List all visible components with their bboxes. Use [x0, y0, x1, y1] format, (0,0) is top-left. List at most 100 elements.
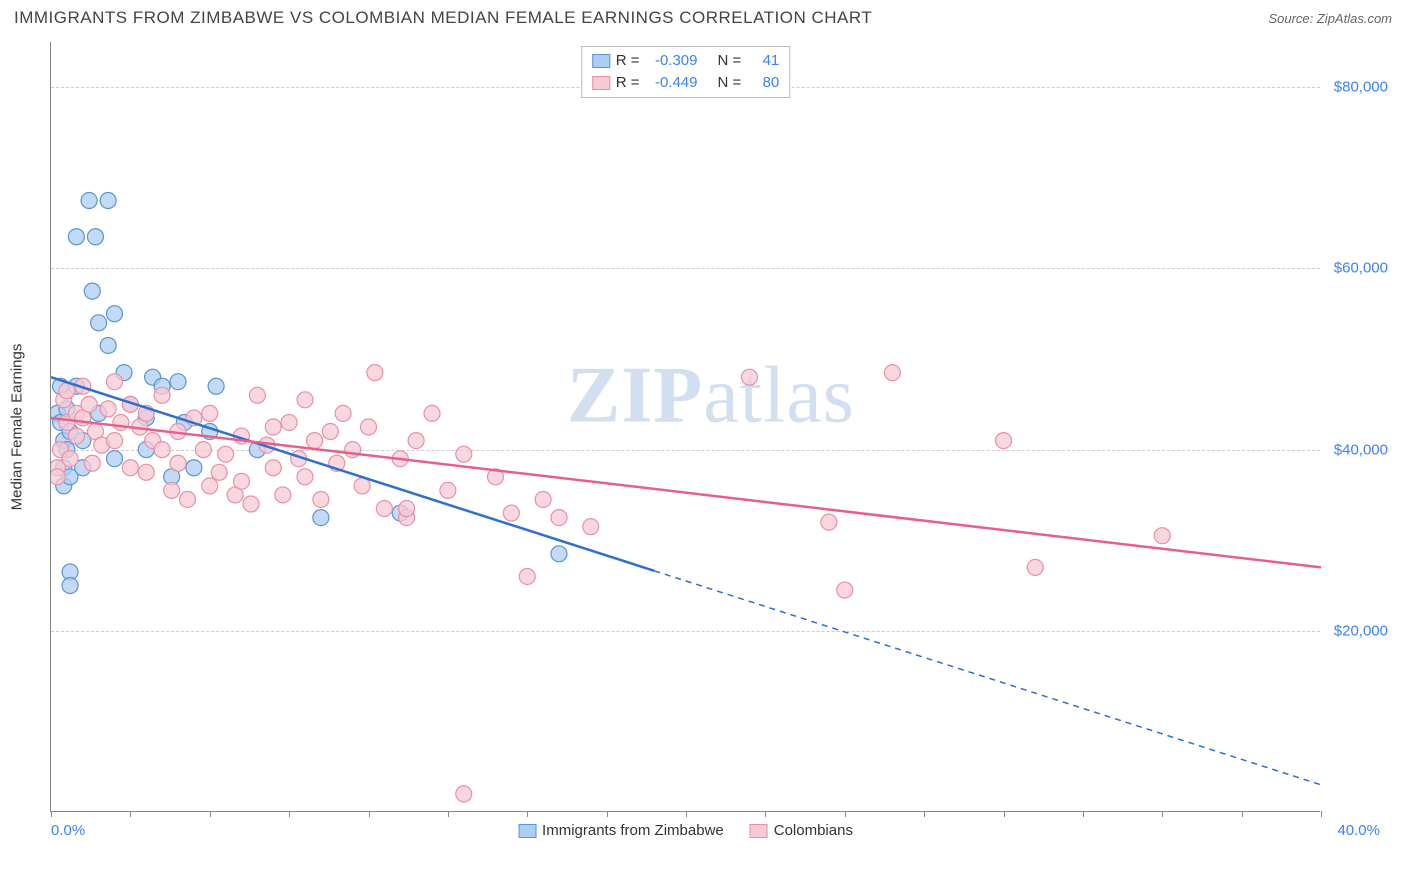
y-axis-title: Median Female Earnings: [9, 343, 26, 510]
data-point-colombians: [456, 786, 472, 802]
data-point-zimbabwe: [100, 193, 116, 209]
data-point-colombians: [138, 464, 154, 480]
data-point-colombians: [107, 374, 123, 390]
data-point-colombians: [313, 491, 329, 507]
data-point-colombians: [408, 433, 424, 449]
data-point-colombians: [440, 482, 456, 498]
y-tick-label: $60,000: [1326, 260, 1388, 277]
data-point-colombians: [234, 473, 250, 489]
legend-label-colombians: Colombians: [774, 822, 853, 839]
data-point-colombians: [275, 487, 291, 503]
data-point-zimbabwe: [208, 378, 224, 394]
data-point-colombians: [195, 442, 211, 458]
data-point-colombians: [535, 491, 551, 507]
n-value-colombians: 80: [747, 72, 779, 94]
legend-stat-row-colombians: R = -0.449 N =80: [592, 72, 780, 94]
r-label: R =: [616, 50, 640, 72]
data-point-colombians: [821, 514, 837, 530]
trendline-ext-zimbabwe: [654, 571, 1321, 785]
data-point-zimbabwe: [100, 337, 116, 353]
data-point-colombians: [354, 478, 370, 494]
data-point-colombians: [84, 455, 100, 471]
data-point-zimbabwe: [87, 229, 103, 245]
data-point-colombians: [122, 460, 138, 476]
data-point-colombians: [399, 501, 415, 517]
data-point-colombians: [211, 464, 227, 480]
data-point-colombians: [456, 446, 472, 462]
chart-title: IMMIGRANTS FROM ZIMBABWE VS COLOMBIAN ME…: [14, 8, 872, 28]
data-point-colombians: [335, 405, 351, 421]
swatch-colombians: [592, 76, 610, 90]
data-point-colombians: [243, 496, 259, 512]
data-point-colombians: [424, 405, 440, 421]
data-point-zimbabwe: [62, 578, 78, 594]
data-point-colombians: [265, 460, 281, 476]
data-point-colombians: [551, 510, 567, 526]
r-label: R =: [616, 72, 640, 94]
y-tick-label: $20,000: [1326, 622, 1388, 639]
data-point-colombians: [81, 396, 97, 412]
data-point-colombians: [884, 365, 900, 381]
data-point-colombians: [170, 455, 186, 471]
x-axis-min-label: 0.0%: [51, 822, 85, 839]
data-point-colombians: [297, 469, 313, 485]
data-point-colombians: [837, 582, 853, 598]
data-point-zimbabwe: [107, 451, 123, 467]
n-value-zimbabwe: 41: [747, 50, 779, 72]
r-value-zimbabwe: -0.309: [646, 50, 698, 72]
source-attribution: Source: ZipAtlas.com: [1268, 11, 1392, 26]
data-point-colombians: [202, 405, 218, 421]
data-point-colombians: [307, 433, 323, 449]
data-point-colombians: [180, 491, 196, 507]
data-point-colombians: [68, 428, 84, 444]
x-tick: [1321, 811, 1322, 817]
data-point-colombians: [297, 392, 313, 408]
scatter-svg: [51, 42, 1321, 812]
data-point-colombians: [367, 365, 383, 381]
data-point-zimbabwe: [81, 193, 97, 209]
swatch-zimbabwe: [592, 54, 610, 68]
data-point-colombians: [107, 433, 123, 449]
data-point-colombians: [1154, 528, 1170, 544]
data-point-colombians: [265, 419, 281, 435]
data-point-colombians: [583, 519, 599, 535]
y-tick-label: $80,000: [1326, 79, 1388, 96]
data-point-colombians: [51, 469, 65, 485]
legend-stats: R = -0.309 N =41 R = -0.449 N =80: [581, 46, 791, 98]
data-point-zimbabwe: [84, 283, 100, 299]
legend-stat-row-zimbabwe: R = -0.309 N =41: [592, 50, 780, 72]
data-point-colombians: [249, 387, 265, 403]
data-point-colombians: [164, 482, 180, 498]
swatch-zimbabwe: [518, 824, 536, 838]
data-point-zimbabwe: [313, 510, 329, 526]
data-point-colombians: [1027, 559, 1043, 575]
x-axis-max-label: 40.0%: [1337, 822, 1380, 839]
n-label: N =: [718, 50, 742, 72]
data-point-colombians: [742, 369, 758, 385]
legend-label-zimbabwe: Immigrants from Zimbabwe: [542, 822, 724, 839]
data-point-colombians: [322, 424, 338, 440]
n-label: N =: [718, 72, 742, 94]
data-point-zimbabwe: [107, 306, 123, 322]
data-point-zimbabwe: [91, 315, 107, 331]
data-point-colombians: [281, 414, 297, 430]
legend-series: Immigrants from Zimbabwe Colombians: [518, 822, 853, 839]
data-point-colombians: [361, 419, 377, 435]
y-tick-label: $40,000: [1326, 441, 1388, 458]
data-point-colombians: [503, 505, 519, 521]
data-point-colombians: [218, 446, 234, 462]
data-point-colombians: [154, 387, 170, 403]
r-value-colombians: -0.449: [646, 72, 698, 94]
data-point-colombians: [519, 568, 535, 584]
legend-item-zimbabwe: Immigrants from Zimbabwe: [518, 822, 724, 839]
data-point-colombians: [202, 478, 218, 494]
data-point-colombians: [100, 401, 116, 417]
data-point-zimbabwe: [551, 546, 567, 562]
data-point-zimbabwe: [170, 374, 186, 390]
plot-container: ZIPatlas $20,000$40,000$60,000$80,000 R …: [50, 42, 1390, 842]
data-point-colombians: [154, 442, 170, 458]
swatch-colombians: [750, 824, 768, 838]
data-point-colombians: [996, 433, 1012, 449]
data-point-zimbabwe: [68, 229, 84, 245]
data-point-zimbabwe: [186, 460, 202, 476]
